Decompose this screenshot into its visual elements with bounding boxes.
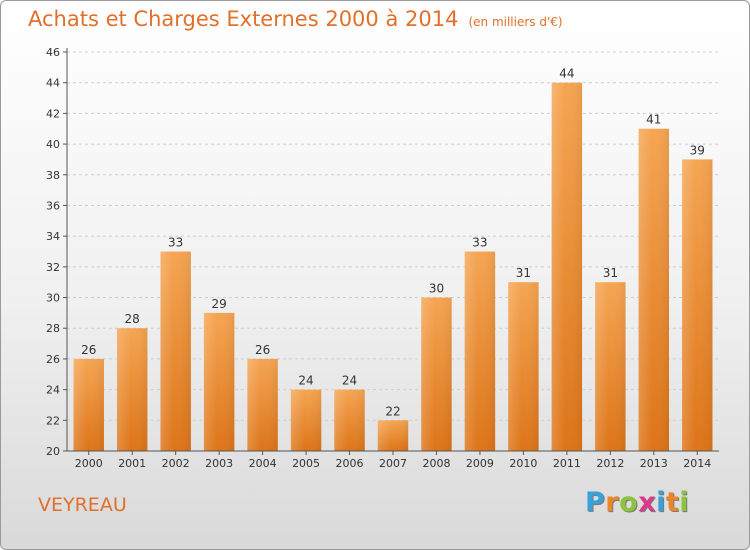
bar-value-label: 30	[429, 282, 444, 296]
x-tick-label: 2006	[336, 457, 364, 470]
bar-shine	[682, 159, 713, 451]
y-tick-label: 36	[46, 199, 60, 212]
x-tick-label: 2005	[292, 457, 320, 470]
bar-shine	[638, 128, 670, 451]
bar-value-label: 33	[168, 236, 183, 250]
bar-shine	[508, 282, 539, 451]
x-tick-label: 2007	[379, 457, 407, 470]
bar-value-label: 26	[81, 343, 96, 357]
bar-value-label: 24	[342, 374, 357, 388]
logo-letter: P	[585, 487, 606, 518]
bar-value-label: 41	[646, 113, 661, 127]
chart-title-text: Achats et Charges Externes 2000 à 2014	[28, 7, 459, 31]
logo-letter: i	[679, 487, 690, 518]
y-tick-label: 20	[46, 445, 60, 458]
y-tick-label: 22	[46, 414, 60, 427]
bar-value-label: 29	[211, 297, 226, 311]
bar-value-label: 22	[385, 404, 400, 418]
y-tick-label: 34	[46, 230, 60, 243]
x-tick-label: 2003	[205, 457, 233, 470]
bar-value-label: 39	[690, 143, 705, 157]
x-tick-label: 2000	[75, 457, 103, 470]
place-name: VEYREAU	[38, 494, 127, 516]
bar-shine	[551, 82, 583, 451]
bar-shine	[247, 358, 278, 451]
y-tick-label: 44	[46, 77, 60, 90]
x-tick-label: 2001	[118, 457, 146, 470]
proxiti-logo: Proxiti	[585, 487, 689, 518]
y-tick-label: 24	[46, 384, 60, 397]
bar-value-label: 26	[255, 343, 270, 357]
x-tick-label: 2014	[683, 457, 711, 470]
x-tick-label: 2004	[249, 457, 277, 470]
x-tick-label: 2010	[509, 457, 537, 470]
chart-title: Achats et Charges Externes 2000 à 2014 (e…	[28, 7, 563, 31]
bar-shine	[116, 328, 148, 451]
bar-shine	[595, 282, 626, 451]
chart-subtitle: (en milliers d'€)	[468, 15, 563, 29]
y-tick-label: 26	[46, 353, 60, 366]
bar-shine	[160, 251, 191, 451]
bar-shine	[464, 251, 496, 451]
y-tick-label: 46	[46, 46, 60, 59]
x-tick-label: 2011	[553, 457, 581, 470]
logo-letter: o	[619, 487, 639, 518]
x-tick-label: 2002	[162, 457, 190, 470]
logo-letter: x	[638, 487, 657, 518]
bar-shine	[334, 389, 365, 451]
bar-value-label: 31	[516, 266, 531, 280]
x-tick-label: 2008	[422, 457, 450, 470]
logo-letter: i	[656, 487, 666, 518]
bar-shine	[421, 297, 452, 451]
logo-letter: r	[605, 487, 620, 518]
bar-value-label: 31	[603, 266, 618, 280]
bar-shine	[377, 420, 409, 451]
x-tick-label: 2009	[466, 457, 494, 470]
y-axis: 20 22 24 26 28 30 32 34 36 38 40 42 44 46	[46, 46, 68, 458]
y-tick-label: 30	[46, 292, 60, 305]
y-tick-label: 38	[46, 169, 60, 182]
bar-shine	[203, 312, 235, 451]
x-tick-label: 2013	[640, 457, 668, 470]
logo-letter: t	[665, 487, 680, 518]
y-tick-label: 28	[46, 322, 60, 335]
y-tick-label: 40	[46, 138, 60, 151]
y-tick-label: 32	[46, 261, 60, 274]
bars: 26 28 33 29 26 24 24 22 30 33 31 44 31 41 39	[73, 67, 713, 451]
bar-value-label: 24	[298, 374, 313, 388]
bar-value-label: 33	[472, 236, 487, 250]
bar-value-label: 28	[125, 312, 140, 326]
bar-shine	[290, 389, 322, 451]
x-tick-label: 2012	[596, 457, 624, 470]
x-axis: 2000 2001 2002 2003 2004 2005 2006 2007 2008 2009…	[67, 450, 719, 470]
bar-value-label: 44	[559, 67, 574, 81]
y-tick-label: 42	[46, 107, 60, 120]
bar-shine	[73, 358, 104, 451]
